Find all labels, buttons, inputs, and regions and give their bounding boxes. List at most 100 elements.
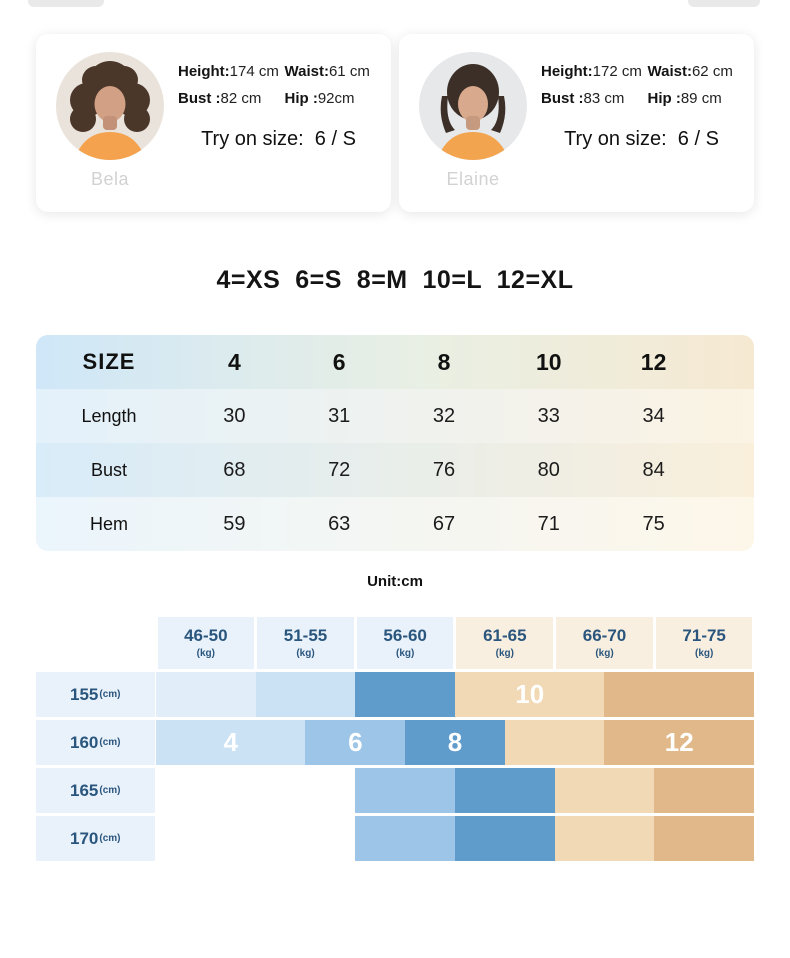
size-value: 76 (432, 458, 456, 481)
stat-value: 172 cm (592, 63, 642, 80)
row-label: Length (81, 405, 137, 426)
weight-header-cell: 51-55 (kg) (257, 617, 354, 669)
stat-label: Height: (541, 63, 593, 80)
fit-block (504, 720, 605, 765)
height-label-cell: 160 (cm) (36, 720, 155, 765)
fit-block (355, 768, 455, 813)
fit-block (454, 768, 555, 813)
size-header-cell: 12 (640, 348, 667, 375)
height-label-cell: 170 (cm) (36, 816, 155, 861)
row-label: Bust (90, 459, 128, 480)
weight-range: 61-65 (483, 626, 527, 646)
row-label: Hem (89, 513, 128, 534)
size-value: 33 (537, 404, 560, 427)
size-value: 75 (642, 512, 665, 535)
stat-bust: Bust :82 cm (178, 90, 285, 107)
model-info: Height:174 cm Waist:61 cm Bust :82 cm Hi… (170, 50, 381, 200)
model-name: Elaine (446, 169, 500, 189)
fit-block (355, 816, 455, 861)
size-header-cell: 4 (228, 348, 241, 375)
top-edge-decoration (688, 0, 760, 7)
fit-chart-corner (36, 617, 156, 669)
height-unit: (cm) (99, 833, 121, 844)
stat-label: Hip : (284, 90, 318, 107)
weight-header-cell: 71-75 (kg) (655, 617, 753, 669)
top-edge-decoration (28, 0, 104, 7)
unit-label: Unit:cm (367, 573, 423, 590)
weight-unit: (kg) (694, 647, 714, 659)
weight-header-cell: 61-65 (kg) (456, 617, 554, 669)
weight-range: 51-55 (283, 626, 328, 646)
fit-block (654, 768, 754, 813)
fit-block (255, 672, 356, 717)
weight-range: 71-75 (682, 626, 726, 646)
fit-chart-section: 46-50 (kg) 51-55 (kg) 56-60 (kg) 61-65 (… (36, 617, 754, 861)
size-value: 72 (328, 458, 351, 481)
fit-block (554, 816, 655, 861)
stat-waist: Waist:62 cm (648, 63, 742, 80)
stat-label: Waist: (647, 63, 692, 80)
fit-block (554, 768, 655, 813)
height-value: 160 (70, 732, 99, 752)
stat-label: Hip : (647, 90, 681, 107)
stat-waist: Waist:61 cm (285, 63, 379, 80)
stat-value: 92cm (317, 90, 355, 107)
height-unit: (cm) (99, 689, 121, 700)
model-name: Bela (90, 169, 130, 189)
size-value: 59 (223, 512, 246, 535)
height-label-cell: 165 (cm) (36, 768, 155, 813)
size-value: 32 (432, 404, 456, 427)
stat-value: 62 cm (691, 63, 733, 80)
model-stats: Height:174 cm Waist:61 cm Bust :82 cm Hi… (178, 63, 379, 107)
model-info: Height:172 cm Waist:62 cm Bust :83 cm Hi… (533, 50, 744, 200)
height-label-cell: 155 (cm) (36, 672, 155, 717)
model-photo-illustration (56, 52, 164, 160)
stat-label: Bust : (541, 90, 584, 107)
stat-hip: Hip :89 cm (648, 90, 742, 107)
model-card: Elaine Height:172 cm Waist:62 cm Bust :8… (399, 34, 754, 212)
height-unit: (cm) (99, 785, 121, 796)
size-value: 31 (328, 404, 351, 427)
try-on-size: Try on size: 6 / S (564, 128, 719, 150)
height-unit: (cm) (99, 737, 121, 748)
weight-header-cell: 46-50 (kg) (157, 617, 255, 669)
size-value: 84 (642, 458, 665, 481)
avatar (419, 52, 527, 160)
stat-bust: Bust :83 cm (541, 90, 648, 107)
model-cards-section: Bela Height:174 cm Waist:61 cm Bust :82 … (0, 0, 790, 212)
size-table-header-row: SIZE 4 6 8 10 12 (36, 335, 754, 389)
fit-block (355, 672, 455, 717)
fit-chart-row: 4 6 8 12 (156, 720, 754, 765)
size-table-row: Length 30 31 32 33 34 (36, 389, 754, 443)
weight-range: 46-50 (184, 626, 228, 646)
height-value: 165 (70, 780, 99, 800)
weight-unit: (kg) (495, 647, 514, 659)
model-column: Bela (50, 50, 170, 200)
stat-value: 89 cm (680, 90, 722, 107)
size-table-row: Hem 59 63 67 71 75 (36, 497, 754, 551)
fit-chart-row: 10 (156, 672, 754, 717)
size-value: 63 (328, 512, 351, 535)
size-value: 34 (642, 404, 665, 427)
fit-chart-row (156, 816, 754, 861)
weight-unit: (kg) (296, 647, 315, 659)
avatar (56, 52, 164, 160)
fit-block-size-12: 12 (604, 720, 754, 765)
size-header-cell: 8 (437, 348, 451, 375)
try-on-size: Try on size: 6 / S (201, 128, 356, 150)
size-value: 80 (537, 458, 560, 481)
weight-header-cell: 56-60 (kg) (356, 617, 454, 669)
weight-header-cell: 66-70 (kg) (556, 617, 653, 669)
weight-unit: (kg) (395, 647, 415, 659)
size-value: 30 (223, 404, 246, 427)
stat-value: 83 cm (583, 90, 625, 107)
stat-height: Height:172 cm (541, 63, 648, 80)
fit-block-size-10: 10 (454, 672, 605, 717)
size-legend-heading: 4=XS 6=S 8=M 10=L 12=XL (216, 266, 574, 294)
stat-label: Bust : (178, 90, 221, 107)
size-header-cell: 6 (332, 348, 346, 375)
stat-value: 61 cm (328, 63, 370, 80)
size-value: 68 (223, 458, 246, 481)
weight-unit: (kg) (595, 647, 614, 659)
